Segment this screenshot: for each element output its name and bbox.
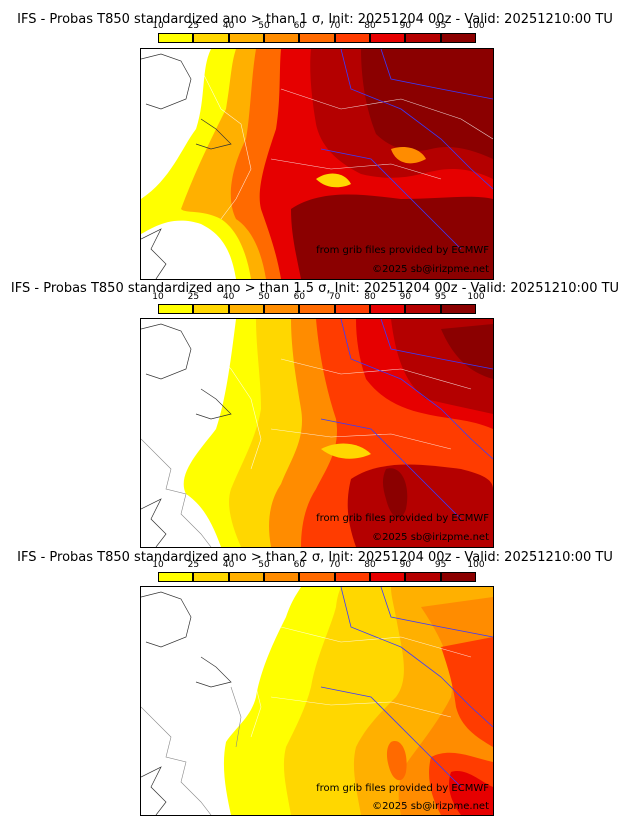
probability-map: from grib files provided by ECMWF ©2025 … xyxy=(140,586,494,816)
colorbar-level-label: 40 xyxy=(222,292,235,302)
colorbar-level-label: 50 xyxy=(258,292,270,302)
colorbar-segment xyxy=(193,33,229,43)
colorbar-level-label: 50 xyxy=(258,21,270,31)
colorbar-level-label: 80 xyxy=(364,560,376,570)
colorbar-segment xyxy=(440,572,476,582)
panel-title: IFS - Probas T850 standardized ano > tha… xyxy=(17,550,613,565)
colorbar-level-label: 10 xyxy=(152,21,164,31)
source-credit: from grib files provided by ECMWF xyxy=(316,513,489,524)
colorbar-level-label: 100 xyxy=(467,560,485,570)
colorbar-segment xyxy=(405,304,441,314)
colorbar-segment xyxy=(264,572,300,582)
copyright-credit: ©2025 sb@irizpme.net xyxy=(372,264,489,275)
copyright-credit: ©2025 sb@irizpme.net xyxy=(372,801,489,812)
colorbar-level-label: 10 xyxy=(152,560,164,570)
colorbar-segment xyxy=(334,304,370,314)
colorbar-segment xyxy=(370,304,406,314)
colorbar-segment xyxy=(228,572,264,582)
copyright-credit: ©2025 sb@irizpme.net xyxy=(372,532,489,543)
colorbar-level-label: 25 xyxy=(187,560,200,570)
colorbar-segment xyxy=(299,33,335,43)
colorbar-segment xyxy=(158,572,194,582)
colorbar-segment xyxy=(299,304,335,314)
colorbar-level-label: 60 xyxy=(293,292,306,302)
colorbar-segment xyxy=(334,33,370,43)
colorbar-level-label: 95 xyxy=(434,292,447,302)
colorbar-segment xyxy=(158,304,194,314)
probability-map: from grib files provided by ECMWF ©2025 … xyxy=(140,318,494,548)
colorbar-level-label: 10 xyxy=(152,292,164,302)
panel-2: IFS - Probas T850 standardized ano > tha… xyxy=(0,276,630,548)
colorbar-level-label: 60 xyxy=(293,560,306,570)
colorbar-level-label: 25 xyxy=(187,292,200,302)
source-credit: from grib files provided by ECMWF xyxy=(316,245,489,256)
panel-1: IFS - Probas T850 standardized ano > tha… xyxy=(0,0,630,280)
source-credit: from grib files provided by ECMWF xyxy=(316,783,489,794)
colorbar-level-label: 50 xyxy=(258,560,270,570)
colorbar-level-label: 40 xyxy=(222,21,235,31)
colorbar-segment xyxy=(370,572,406,582)
panel-title: IFS - Probas T850 standardized ano > tha… xyxy=(17,12,613,27)
panel-title: IFS - Probas T850 standardized ano > tha… xyxy=(10,281,620,296)
colorbar-level-label: 25 xyxy=(187,21,200,31)
colorbar-segment xyxy=(440,33,476,43)
colorbar-level-label: 90 xyxy=(399,21,412,31)
colorbar-level-label: 95 xyxy=(434,560,447,570)
colorbar-segment xyxy=(370,33,406,43)
colorbar: 10 25 40 50 60 70 80 90 95 100 xyxy=(152,560,485,582)
colorbar-level-label: 70 xyxy=(328,21,341,31)
colorbar-segment xyxy=(228,33,264,43)
colorbar-level-label: 90 xyxy=(399,292,412,302)
colorbar: 10 25 40 50 60 70 80 90 95 100 xyxy=(152,21,485,43)
colorbar-level-label: 80 xyxy=(364,292,376,302)
colorbar-segment xyxy=(299,572,335,582)
probability-map: from grib files provided by ECMWF ©2025 … xyxy=(140,48,494,280)
colorbar-segment xyxy=(405,33,441,43)
colorbar-segment xyxy=(440,304,476,314)
colorbar-segment xyxy=(405,572,441,582)
panel-3: IFS - Probas T850 standardized ano > tha… xyxy=(0,546,630,828)
colorbar-level-label: 100 xyxy=(467,292,485,302)
colorbar-level-label: 70 xyxy=(328,560,341,570)
colorbar-level-label: 60 xyxy=(293,21,306,31)
colorbar-segment xyxy=(334,572,370,582)
colorbar-segment xyxy=(193,304,229,314)
colorbar-segment xyxy=(264,33,300,43)
colorbar-level-label: 40 xyxy=(222,560,235,570)
colorbar-level-label: 90 xyxy=(399,560,412,570)
colorbar-segment xyxy=(158,33,194,43)
colorbar-segment xyxy=(264,304,300,314)
colorbar-segment xyxy=(193,572,229,582)
colorbar-level-label: 80 xyxy=(364,21,376,31)
colorbar: 10 25 40 50 60 70 80 90 95 100 xyxy=(152,292,485,314)
colorbar-segment xyxy=(228,304,264,314)
colorbar-level-label: 100 xyxy=(467,21,485,31)
colorbar-level-label: 70 xyxy=(328,292,341,302)
colorbar-level-label: 95 xyxy=(434,21,447,31)
